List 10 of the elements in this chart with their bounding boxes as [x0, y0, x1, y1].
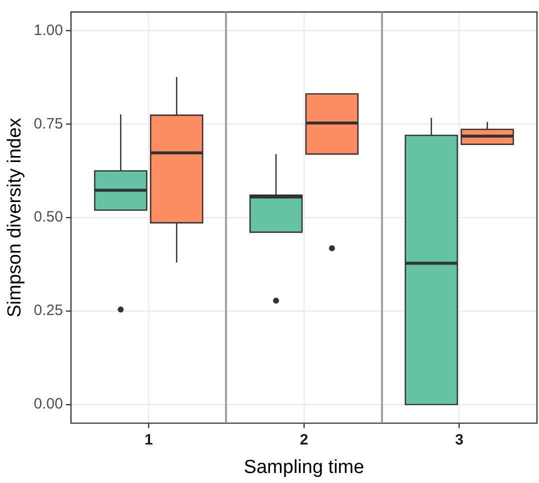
y-axis-title: Simpson diversity index — [4, 117, 26, 318]
x-axis-title: Sampling time — [244, 456, 364, 478]
x-tick-label: 1 — [144, 431, 153, 448]
x-tick-label: 3 — [455, 431, 464, 448]
y-tick-label: 0.50 — [34, 208, 63, 226]
y-tick-label: 0.75 — [34, 115, 63, 132]
y-tick-label: 1.00 — [34, 22, 63, 39]
y-tick-label: 0.25 — [34, 302, 63, 320]
y-tick-label: 0.00 — [34, 396, 63, 413]
x-tick-label: 2 — [300, 431, 308, 448]
